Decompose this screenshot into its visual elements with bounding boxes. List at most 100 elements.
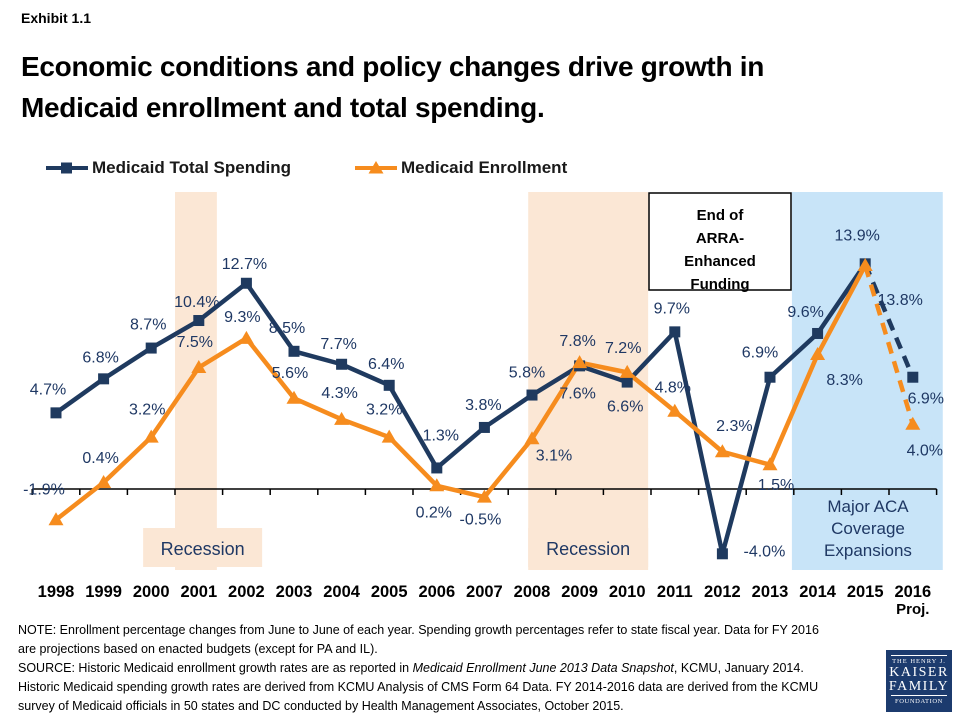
recession-label: Recession — [161, 539, 245, 559]
year-label: 2007 — [466, 583, 503, 601]
enrollment-marker — [429, 478, 445, 492]
enrollment-data-label: 5.6% — [272, 365, 308, 382]
year-label: 2005 — [371, 583, 408, 601]
spending-data-label: 9.7% — [654, 300, 690, 317]
enrollment-data-label: 4.8% — [655, 380, 691, 397]
year-label: 2015 — [847, 583, 884, 601]
aca-expansion-label: Coverage — [831, 519, 905, 538]
enrollment-line-projected — [863, 264, 915, 425]
enrollment-marker — [714, 444, 730, 458]
page-title: Economic conditions and policy changes d… — [21, 46, 764, 128]
legend-item-enrollment: Medicaid Enrollment — [354, 158, 567, 178]
year-label: 2002 — [228, 583, 265, 601]
arra-callout-box — [648, 192, 792, 291]
title-line-1: Economic conditions and policy changes d… — [21, 51, 765, 82]
spending-marker — [812, 327, 824, 339]
title-line-2: Medicaid enrollment and total spending. — [21, 92, 545, 123]
spending-marker — [145, 342, 157, 354]
spending-data-label: 7.6% — [559, 385, 595, 402]
enrollment-data-label: 7.8% — [559, 333, 595, 350]
spending-data-label: 9.6% — [787, 304, 823, 321]
spending-line-projected — [863, 262, 915, 379]
logo-line-4: FOUNDATION — [891, 695, 947, 705]
enrollment-marker — [238, 330, 254, 344]
spending-data-label: 3.8% — [465, 397, 501, 414]
enrollment-data-label: 4.3% — [321, 385, 357, 402]
spending-data-label: 8.5% — [269, 320, 305, 337]
enrollment-marker — [334, 411, 350, 425]
spending-data-label: 5.8% — [509, 365, 545, 382]
spending-marker — [431, 462, 443, 474]
enrollment-line — [54, 264, 868, 522]
logo-line-2: KAISER — [889, 665, 949, 680]
spending-marker — [98, 373, 110, 385]
enrollment-marker — [857, 257, 873, 271]
year-label: 2001 — [180, 583, 217, 601]
spending-marker — [240, 277, 252, 289]
enrollment-marker — [96, 475, 112, 489]
spending-marker — [288, 345, 300, 357]
spending-marker — [621, 376, 633, 388]
year-label: 2008 — [514, 583, 551, 601]
enrollment-marker — [572, 355, 588, 369]
year-label: 2009 — [561, 583, 598, 601]
spending-data-label: 8.7% — [130, 317, 166, 334]
spending-marker — [526, 389, 538, 401]
source-text-post: , KCMU, January 2014. — [673, 661, 804, 675]
enrollment-data-label: 0.4% — [82, 450, 118, 467]
spending-data-label: 6.8% — [82, 349, 118, 366]
enrollment-data-label: 3.2% — [129, 402, 165, 419]
spending-marker — [907, 371, 919, 383]
chart-legend: Medicaid Total Spending Medicaid Enrollm… — [46, 154, 567, 182]
logo-line-1: THE HENRY J. — [891, 655, 947, 665]
spending-data-label: 6.9% — [742, 345, 778, 362]
year-label: 2010 — [609, 583, 646, 601]
spending-data-label: 10.4% — [174, 294, 219, 311]
spending-data-label: 13.9% — [835, 227, 880, 244]
spending-marker — [764, 371, 776, 383]
spending-marker — [336, 358, 348, 370]
enrollment-data-label: 0.2% — [416, 504, 452, 521]
recession-band — [175, 192, 217, 570]
projection-note: Proj. — [896, 601, 929, 618]
recession-label-box — [528, 528, 649, 567]
spending-marker — [669, 326, 681, 338]
enrollment-marker — [381, 429, 397, 443]
logo-line-3: FAMILY — [888, 679, 950, 694]
year-label: 1999 — [85, 583, 122, 601]
enrollment-data-label: -1.9% — [23, 481, 65, 498]
spending-line — [54, 262, 868, 557]
year-label: 2014 — [799, 583, 837, 601]
source-line-2: Historic Medicaid spending growth rates … — [18, 680, 819, 694]
enrollment-data-label: 13.8% — [878, 292, 923, 309]
year-label: 2003 — [276, 583, 313, 601]
enrollment-marker — [524, 431, 540, 445]
enrollment-data-label: 9.3% — [224, 309, 260, 326]
year-label: 2016 — [894, 583, 931, 601]
enrollment-data-label: 7.2% — [605, 340, 641, 357]
year-label: 2012 — [704, 583, 741, 601]
spending-data-label: 12.7% — [222, 256, 267, 273]
enrollment-marker — [905, 416, 921, 430]
enrollment-data-label: 4.0% — [907, 443, 943, 460]
year-label: 2013 — [752, 583, 789, 601]
year-label: 2000 — [133, 583, 170, 601]
arra-callout-text: Enhanced — [684, 253, 756, 270]
enrollment-data-label: 7.5% — [177, 334, 213, 351]
enrollment-data-label: -0.5% — [460, 512, 502, 529]
spending-marker — [383, 379, 395, 391]
year-label: 2004 — [323, 583, 361, 601]
recession-label: Recession — [546, 539, 630, 559]
arra-callout-text: End of — [697, 207, 745, 224]
enrollment-marker — [48, 512, 64, 526]
spending-marker — [50, 407, 62, 419]
spending-data-label: 4.7% — [30, 381, 66, 398]
arra-callout-text: ARRA- — [696, 230, 744, 247]
year-label: 2011 — [657, 583, 693, 601]
legend-item-spending: Medicaid Total Spending — [46, 158, 291, 178]
spending-data-label: 6.6% — [607, 399, 643, 416]
enrollment-marker — [619, 364, 635, 378]
enrollment-data-label: 3.1% — [536, 447, 572, 464]
note-line-2: are projections based on enacted budgets… — [18, 642, 378, 656]
